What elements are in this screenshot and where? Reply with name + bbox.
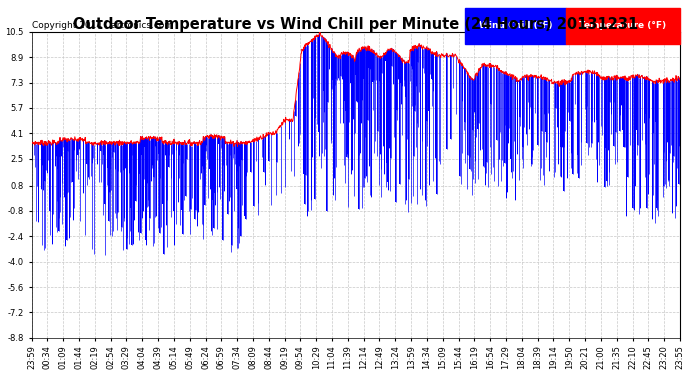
Text: Wind Chill (°F): Wind Chill (°F) xyxy=(479,21,553,30)
Title: Outdoor Temperature vs Wind Chill per Minute (24 Hours) 20131231: Outdoor Temperature vs Wind Chill per Mi… xyxy=(73,17,638,32)
Text: Copyright 2014 Cartronics.com: Copyright 2014 Cartronics.com xyxy=(32,21,173,30)
Text: Temperature (°F): Temperature (°F) xyxy=(580,21,667,30)
